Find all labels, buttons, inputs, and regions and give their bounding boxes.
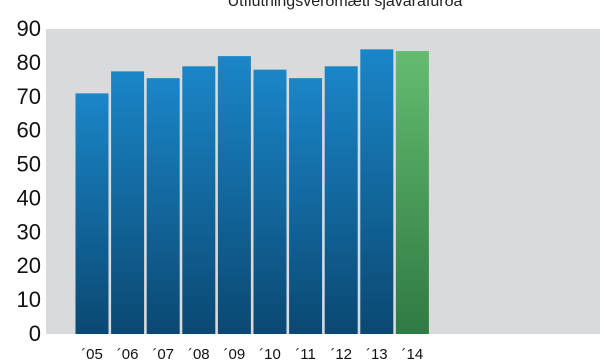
y-tick-label: 90 [17,16,41,41]
x-tick-label: ´10 [259,346,281,363]
bar [360,49,394,334]
y-tick-label: 60 [17,118,41,143]
y-tick-label: 70 [17,84,41,109]
x-tick-label: ´12 [330,346,352,363]
bar [253,69,287,335]
chart-title: Útflutningsverðmæti sjávarafurða [228,0,463,10]
y-tick-label: 50 [17,152,41,177]
bar [395,51,429,335]
bar [75,93,109,334]
x-tick-label: ´05 [81,346,103,363]
x-tick-label: ´13 [366,346,388,363]
y-tick-label: 10 [17,287,41,312]
x-tick-label: ´11 [295,346,316,363]
x-tick-label: ´06 [117,346,139,363]
bar [111,71,145,334]
y-tick-label: 30 [17,219,41,244]
bar [146,78,180,334]
y-axis-ticks: 0 10 20 30 40 50 60 70 80 90 [17,16,41,346]
y-tick-label: 20 [17,253,41,278]
bars [75,49,429,335]
x-tick-label: ´08 [188,346,210,363]
y-tick-label: 0 [29,321,41,346]
bar [182,66,216,335]
y-tick-label: 80 [17,50,41,75]
bar [324,66,358,335]
x-tick-label: ´07 [152,346,174,363]
x-tick-label: ´09 [224,346,246,363]
x-tick-label: ´14 [402,346,424,363]
y-tick-label: 40 [17,185,41,210]
bar [289,78,323,334]
x-axis-ticks: ´05 ´06 ´07 ´08 ´09 ´10 ´11 ´12 ´13 ´14 [81,346,423,363]
bar [217,56,251,334]
